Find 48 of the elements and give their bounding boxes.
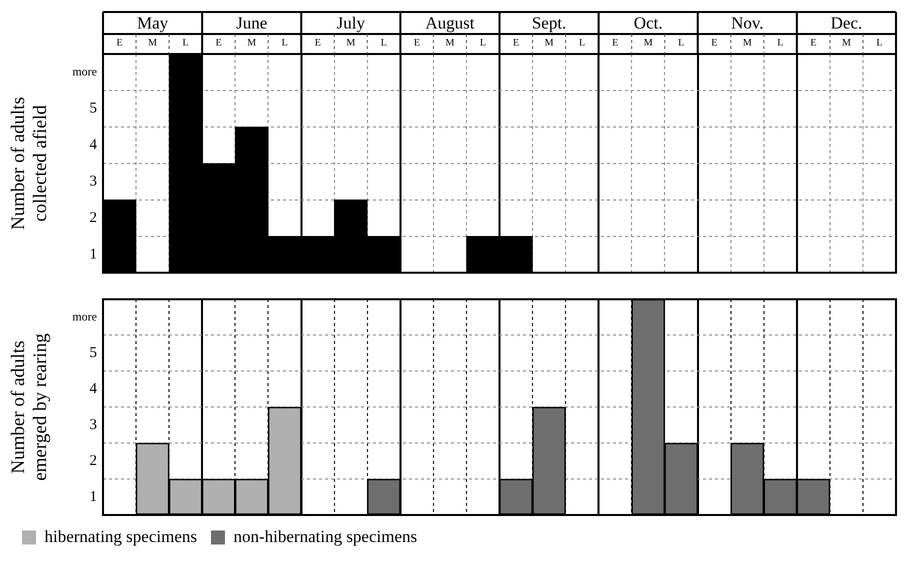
x-tick-label: L — [480, 38, 486, 49]
y-tick-label: 4 — [90, 381, 98, 398]
x-tick-label: L — [380, 38, 387, 49]
y-tick-label: 5 — [90, 100, 97, 117]
y-tick-label: more — [72, 64, 97, 78]
x-tick-label: L — [678, 38, 684, 49]
text: Nov. — [731, 13, 764, 32]
x-tick-label: M — [346, 38, 356, 49]
x-tick-label: M — [742, 38, 752, 49]
y-tick-label: 5 — [90, 345, 97, 362]
legend-label: non-hibernating specimens — [233, 526, 418, 546]
y-tick-label: 2 — [90, 210, 97, 226]
x-tick-label: E — [711, 38, 718, 49]
text: June — [236, 13, 268, 32]
x-tick-label: E — [414, 38, 420, 49]
text: August — [425, 13, 475, 32]
y-tick-label: 2 — [90, 452, 97, 469]
text: July — [336, 13, 366, 32]
x-tick-label: E — [216, 38, 222, 49]
x-tick-label: M — [544, 38, 554, 49]
x-tick-label: L — [876, 38, 883, 49]
x-tick-label: L — [282, 38, 288, 49]
x-tick-label: M — [148, 38, 158, 49]
y-tick-label: 3 — [90, 174, 97, 190]
x-tick-label: M — [445, 38, 454, 49]
y-tick-label: more — [72, 309, 97, 324]
x-tick-label: L — [182, 38, 189, 49]
y-tick-label: 1 — [90, 246, 97, 263]
x-tick-label: E — [116, 38, 123, 49]
text: May — [136, 13, 169, 32]
text: Oct. — [634, 13, 663, 32]
y-axis-title: Number of adults collected afield — [8, 96, 51, 230]
text: Dec. — [830, 13, 862, 32]
x-tick-label: E — [512, 38, 520, 49]
legend-label: hibernating specimens — [44, 526, 197, 546]
x-tick-label: L — [579, 38, 586, 49]
x-tick-label: M — [644, 38, 653, 49]
x-tick-label: M — [842, 38, 851, 49]
x-tick-label: E — [810, 38, 816, 49]
y-tick-label: 1 — [90, 488, 97, 505]
x-tick-label: E — [314, 38, 321, 49]
y-axis-title: Number of adults emerged by rearing — [8, 332, 51, 481]
text: Sept. — [532, 13, 566, 32]
y-tick-label: 4 — [90, 137, 98, 154]
x-tick-label: E — [612, 38, 618, 49]
y-tick-label: 3 — [90, 417, 97, 434]
x-tick-label: L — [777, 38, 784, 49]
x-tick-label: M — [247, 38, 256, 49]
